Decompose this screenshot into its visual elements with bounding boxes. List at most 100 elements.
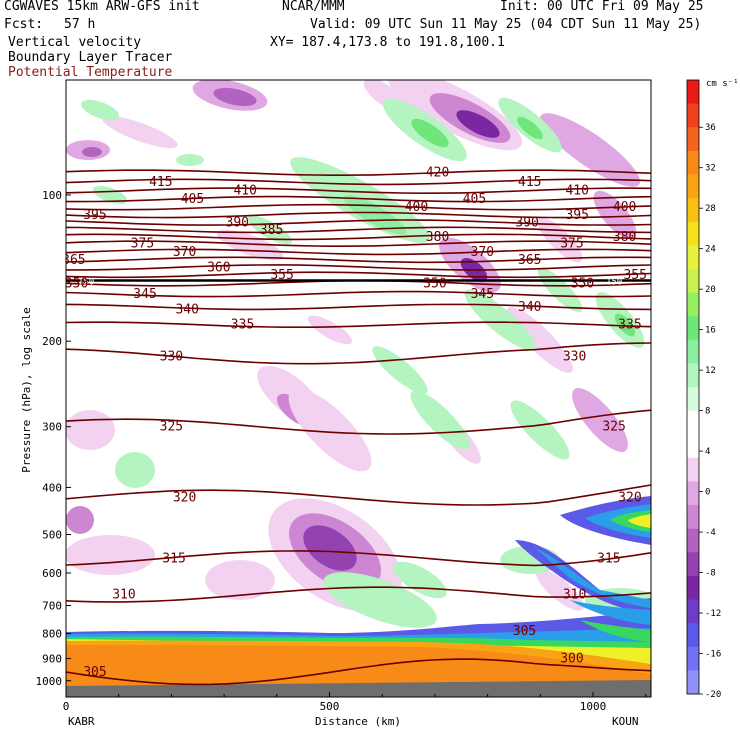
contour-label: 410	[233, 184, 256, 199]
isentrope-line	[66, 550, 651, 567]
isentrope-line	[66, 195, 651, 203]
potential-temperature-contours: 150 150	[66, 169, 651, 686]
y-axis-label: Pressure (hPa), log scale	[20, 307, 33, 473]
contour-label: 310	[563, 588, 586, 603]
contour-label: 300	[560, 652, 583, 667]
colorbar-swatch	[687, 623, 699, 648]
isentrope-line	[66, 586, 651, 603]
forecast-label: Fcst:	[4, 17, 44, 32]
isentrope-line	[66, 233, 651, 241]
colorbar-swatch	[687, 410, 699, 435]
contour-label: 380	[613, 230, 636, 245]
contour-label: 355	[623, 268, 646, 283]
contour-label: 415	[149, 175, 172, 190]
colorbar-swatch	[687, 245, 699, 270]
potential-temperature-labels: 305 310 315 320 325 330 335 340 345 350 355 360 365 3…	[62, 166, 647, 680]
isentrope-line	[66, 203, 651, 211]
contour-label: 365	[62, 253, 85, 268]
contour-label: 395	[83, 208, 106, 223]
contour-label: 345	[471, 287, 494, 302]
contour-label: 335	[618, 318, 641, 333]
isentrope-line	[66, 321, 651, 329]
contour-label: 305	[83, 665, 106, 680]
boundary-layer-tracer	[66, 496, 651, 697]
y-tick-label: 400	[42, 481, 62, 494]
colorbar-swatch	[687, 127, 699, 152]
colorbar-label: 36	[705, 123, 716, 133]
colorbar-label: 20	[705, 285, 716, 295]
isentrope-line	[66, 271, 651, 279]
colorbar-label: 28	[705, 204, 716, 214]
isentrope-line	[66, 178, 651, 186]
contour-label: 330	[160, 349, 183, 364]
contour-label: 390	[515, 216, 538, 231]
isentrope-line	[66, 290, 651, 298]
y-tick-label: 200	[42, 335, 62, 348]
contour-label: 365	[518, 253, 541, 268]
colorbar-label: 0	[705, 488, 710, 498]
colorbar-unit: cm s⁻¹	[706, 79, 739, 89]
colorbar-swatch	[687, 670, 699, 695]
contour-label: 400	[405, 200, 428, 215]
colorbar-swatch	[687, 339, 699, 364]
colorbar-swatch	[687, 552, 699, 577]
isentrope-line	[66, 211, 651, 219]
x-tick-label: 0	[63, 700, 70, 713]
contour-label: 420	[426, 166, 449, 181]
isentrope-line	[66, 169, 651, 176]
forecast-hour: 57 h	[64, 17, 96, 32]
tropopause-label: 150	[78, 277, 94, 287]
isentrope-line	[66, 248, 651, 256]
colorbar-swatch	[687, 599, 699, 624]
contour-label: 345	[133, 287, 156, 302]
colorbar-label: -12	[705, 609, 721, 619]
contour-label: 315	[597, 551, 620, 566]
contour-label: 380	[426, 230, 449, 245]
field-boundary-layer-tracer: Boundary Layer Tracer	[8, 50, 173, 65]
colorbar-label: 8	[705, 407, 710, 417]
contour-label: 405	[181, 192, 204, 207]
contour-label: 320	[173, 491, 196, 506]
colorbar-label: 12	[705, 366, 716, 376]
contour-label: 305	[513, 624, 536, 639]
colorbar-frame	[686, 79, 700, 695]
valid-time: Valid: 09 UTC Sun 11 May 25 (04 CDT Sun …	[310, 17, 702, 32]
contour-label: 385	[260, 223, 283, 238]
isentrope-line	[66, 240, 651, 247]
isentrope-line	[66, 484, 651, 506]
tropopause-label: 150	[606, 277, 622, 287]
colorbar-swatch	[687, 363, 699, 388]
contour-label: 395	[565, 208, 588, 223]
y-tick-label: 800	[42, 628, 62, 641]
colorbar-swatch	[687, 387, 699, 412]
colorbar-swatch	[687, 434, 699, 459]
y-tick-label: 600	[42, 567, 62, 580]
contour-label: 330	[563, 349, 586, 364]
colorbar-label: -4	[705, 528, 716, 538]
x-axis-label: Distance (km)	[315, 715, 401, 728]
colorbar-label: -16	[705, 650, 721, 660]
field-vertical-velocity: Vertical velocity	[8, 35, 142, 50]
plot-frame	[65, 79, 652, 698]
contour-label: 320	[618, 491, 641, 506]
contour-label: 340	[175, 302, 198, 317]
colorbar-swatch	[687, 457, 699, 482]
isentrope-line	[66, 226, 651, 234]
field-potential-temperature: Potential Temperature	[8, 65, 173, 80]
colorbar-swatch	[687, 505, 699, 530]
colorbar-swatch	[687, 198, 699, 223]
x-axis: 0 500 1000	[63, 692, 647, 713]
cross-section-endpoints: XY= 187.4,173.8 to 191.8,100.1	[270, 35, 505, 50]
y-tick-label: 100	[42, 189, 62, 202]
init-time: Init: 00 UTC Fri 09 May 25	[500, 0, 704, 14]
start-station-label: KABR	[68, 715, 95, 728]
colorbar-swatch	[687, 481, 699, 506]
y-tick-label: 500	[42, 529, 62, 542]
contour-label: 370	[173, 245, 196, 260]
contour-label: 350	[65, 276, 88, 291]
colorbar-swatch	[687, 316, 699, 341]
end-station-label: KOUN	[612, 715, 639, 728]
contour-label: 315	[162, 551, 185, 566]
y-axis: 100 200 300 400 500 600 700 800 900 1000	[36, 189, 71, 688]
